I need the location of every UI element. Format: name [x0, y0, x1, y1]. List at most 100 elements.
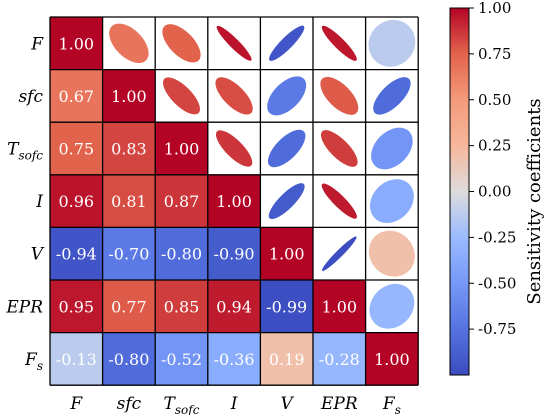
- column-label: EPR: [320, 394, 358, 414]
- column-label: V: [281, 394, 295, 414]
- correlation-ellipse: [369, 179, 414, 224]
- cell-value: 1.00: [58, 34, 94, 53]
- correlation-ellipse: [320, 130, 358, 167]
- correlation-ellipse: [268, 183, 305, 220]
- correlation-ellipse: [321, 25, 357, 61]
- row-label: Fs: [24, 350, 43, 373]
- cell-r3-c3: 1.00: [207, 174, 261, 228]
- cell-fill: [102, 332, 156, 386]
- cell-r5-c3: 0.94: [207, 280, 261, 333]
- correlation-ellipse: [321, 183, 357, 219]
- cell-value: -0.70: [108, 245, 149, 264]
- cell-value: -0.28: [319, 350, 360, 369]
- cell-r3-c2: 0.87: [155, 174, 208, 228]
- cell-r5-c5: 1.00: [313, 280, 366, 333]
- cell-r4-c4: 1.00: [260, 227, 313, 280]
- cell-r1-c2: [155, 69, 208, 123]
- cell-value: 0.75: [58, 140, 94, 159]
- correlation-ellipse: [371, 127, 413, 170]
- cell-fill: [207, 280, 261, 333]
- colorbar-tick-label: -0.50: [478, 274, 516, 292]
- cell-value: 1.00: [321, 297, 357, 316]
- cell-value: -0.52: [161, 350, 202, 369]
- cell-value: -0.90: [214, 245, 255, 264]
- colorbar-tick-label: 0.50: [478, 91, 511, 109]
- correlation-ellipse: [368, 230, 415, 277]
- correlation-ellipse: [109, 23, 149, 64]
- row-label: F: [30, 34, 44, 54]
- cell-r6-c0: -0.13: [50, 332, 103, 386]
- column-label: I: [230, 394, 238, 414]
- cell-r2-c1: 0.83: [102, 122, 156, 175]
- grid-lines: [49, 16, 419, 386]
- cell-fill: [207, 332, 261, 386]
- column-label: Fs: [382, 394, 401, 415]
- correlation-ellipse: [162, 77, 201, 115]
- colorbar-ticks: 1.00 0.75 0.50 0.25 0.00 -0.25 -0.50 -0.75: [469, 0, 516, 338]
- row-label: I: [35, 192, 43, 212]
- cell-value: -0.80: [108, 350, 149, 369]
- cell-fill: [207, 174, 261, 228]
- cell-r1-c1: 1.00: [102, 69, 156, 123]
- cell-r3-c4: [260, 174, 313, 228]
- cell-r6-c2: -0.52: [155, 332, 208, 386]
- correlation-ellipse: [215, 130, 253, 167]
- cell-r2-c5: [313, 122, 366, 175]
- cell-r0-c5: [313, 17, 366, 70]
- cell-r1-c5: [313, 69, 366, 123]
- cell-value: -0.99: [266, 297, 307, 316]
- cell-r2-c6: [365, 122, 419, 175]
- cell-r3-c0: 0.96: [50, 174, 103, 228]
- correlation-ellipse: [267, 129, 306, 168]
- cell-r0-c4: [260, 17, 313, 70]
- cell-value: -0.80: [161, 245, 202, 264]
- cell-value: 1.00: [216, 192, 252, 211]
- cell-fill: [50, 69, 103, 123]
- cell-r6-c1: -0.80: [102, 332, 156, 386]
- column-label: F: [69, 394, 83, 414]
- column-label: sfc: [117, 394, 142, 414]
- cell-r5-c0: 0.95: [50, 280, 103, 333]
- cell-r5-c4: -0.99: [260, 280, 313, 333]
- colorbar-label: Sensitivity coefficients: [524, 98, 545, 304]
- cell-fill: [155, 280, 208, 333]
- cell-fill: [155, 174, 208, 228]
- cell-r4-c3: -0.90: [207, 227, 261, 280]
- cell-value: 0.81: [111, 192, 147, 211]
- cell-r4-c0: -0.94: [50, 227, 103, 280]
- cell-r4-c6: [365, 227, 419, 280]
- colorbar-tick-label: 0.25: [478, 137, 511, 155]
- cell-fill: [313, 332, 366, 386]
- cell-value: 0.94: [216, 297, 252, 316]
- cell-r2-c0: 0.75: [50, 122, 103, 175]
- cell-r1-c6: [365, 69, 419, 123]
- correlation-ellipse: [216, 25, 252, 61]
- correlation-ellipse: [162, 24, 201, 63]
- cell-value: 1.00: [164, 140, 200, 159]
- cell-r1-c4: [260, 69, 313, 123]
- cell-fill: [50, 332, 103, 386]
- cell-fill: [155, 227, 208, 280]
- cell-r3-c6: [365, 174, 419, 228]
- cell-value: 1.00: [111, 87, 147, 106]
- cell-value: 0.67: [58, 87, 94, 106]
- cell-r4-c2: -0.80: [155, 227, 208, 280]
- cell-r0-c6: [365, 17, 419, 70]
- cell-value: 0.85: [164, 297, 200, 316]
- cell-value: 0.87: [164, 192, 200, 211]
- row-label: EPR: [5, 297, 43, 317]
- cell-fill: [102, 280, 156, 333]
- cell-r5-c6: [365, 280, 419, 333]
- cell-value: 0.83: [111, 140, 147, 159]
- correlation-ellipse: [267, 76, 307, 116]
- correlation-ellipse: [215, 77, 253, 115]
- correlation-ellipse: [322, 236, 357, 271]
- correlation-ellipse: [368, 19, 416, 67]
- cell-fill: [50, 174, 103, 228]
- cell-r0-c3: [207, 17, 261, 70]
- cell-r3-c1: 0.81: [102, 174, 156, 228]
- colorbar-gradient: [449, 7, 470, 376]
